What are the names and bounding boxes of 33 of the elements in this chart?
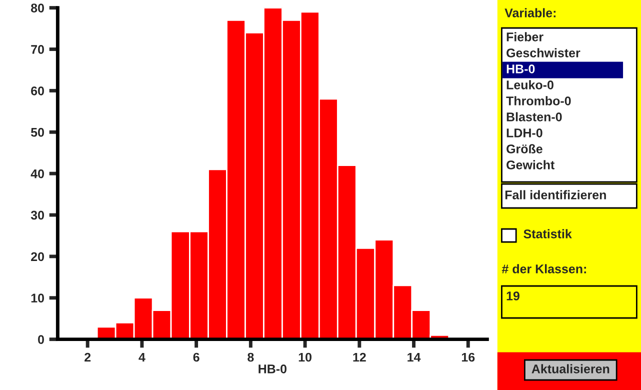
text: Fall identifizieren: [505, 190, 606, 200]
x-tick-label: 10: [298, 352, 312, 362]
y-tick-label: 50: [30, 128, 44, 137]
y-tick-label: 80: [30, 4, 44, 12]
y-tick-label: 60: [31, 86, 44, 96]
x-tick-label: 14: [408, 352, 421, 362]
x-axis-title: HB-0: [258, 364, 286, 374]
text: Aktualisieren: [532, 364, 610, 374]
text: Gewicht: [506, 160, 554, 170]
x-tick-label: 4: [138, 352, 146, 362]
y-tick-label: 40: [30, 169, 44, 178]
x-tick-label: 16: [462, 352, 475, 362]
x-tick-label: 2: [84, 352, 91, 362]
text: LDH-0: [506, 128, 542, 138]
text: Größe: [506, 144, 542, 154]
text: HB-0: [506, 64, 535, 74]
x-tick-label: 6: [193, 352, 200, 362]
text: Statistik: [524, 229, 572, 238]
text: # der Klassen:: [502, 264, 586, 274]
text: Geschwister: [506, 48, 580, 58]
y-tick-label: 30: [30, 210, 44, 220]
x-tick-label: 12: [353, 352, 366, 362]
text: Thrombo-0: [506, 96, 571, 106]
y-tick-label: 0: [38, 335, 44, 344]
y-tick-label: 20: [31, 252, 44, 262]
text: 19: [506, 292, 520, 300]
text: Variable:: [504, 8, 556, 18]
text: Blasten-0: [506, 112, 562, 122]
text: Leuko-0: [506, 80, 554, 90]
text: Fieber: [506, 32, 544, 42]
y-tick-label: 70: [31, 45, 44, 54]
x-tick-label: 8: [248, 352, 254, 362]
y-tick-label: 10: [31, 294, 44, 303]
